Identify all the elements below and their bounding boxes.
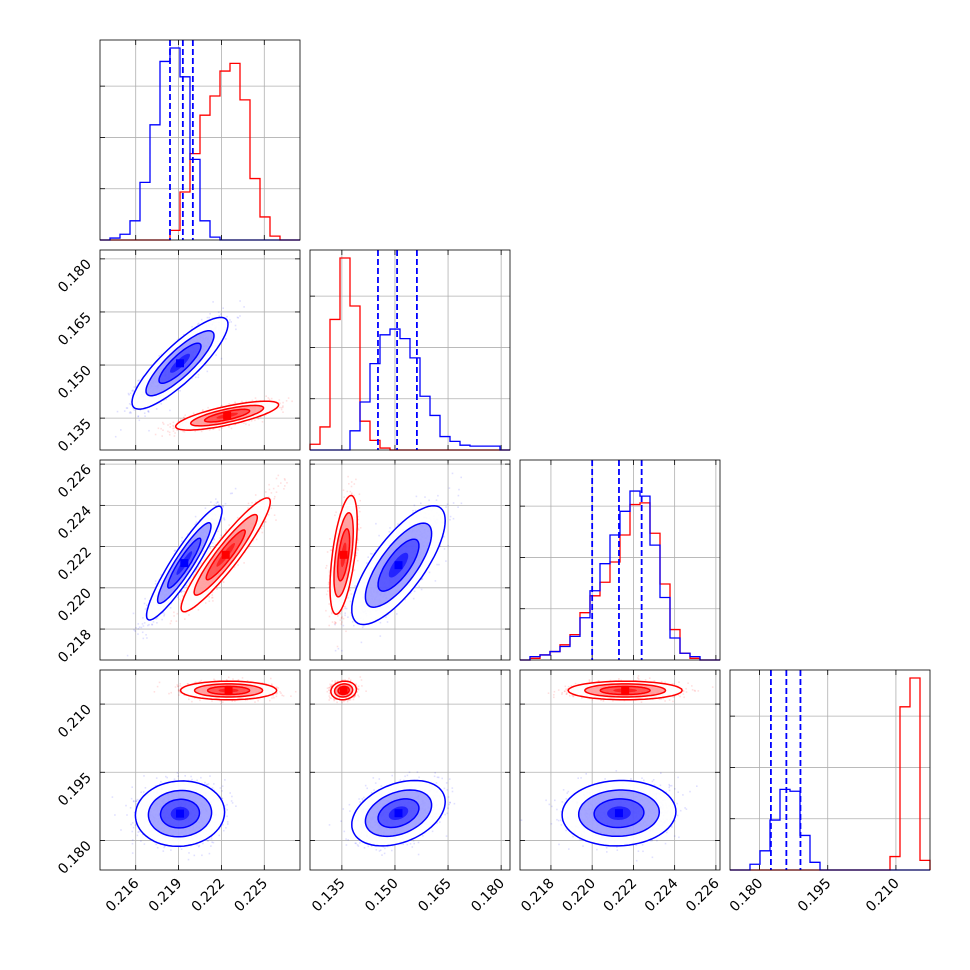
y-tick-label: 0.222: [55, 544, 95, 584]
x-tick-label: 0.222: [189, 876, 229, 916]
contour-b-0: [329, 494, 358, 615]
density-peak-b: [221, 550, 230, 559]
contour-a-2: [377, 538, 420, 592]
contour-a-1: [364, 789, 433, 838]
density-peak-a: [394, 809, 403, 818]
y-tick-label: 0.165: [55, 309, 95, 349]
histogram-panel-0: [99, 39, 301, 241]
contour-a-2: [159, 798, 201, 829]
x-tick-label: 0.150: [362, 876, 402, 916]
x-tick-label: 0.218: [518, 876, 558, 916]
contour-b-1: [333, 512, 355, 598]
contour-a-0: [561, 779, 677, 847]
contour-a-2: [158, 342, 202, 385]
panel-frame: [99, 669, 301, 871]
x-tick-label: 0.225: [231, 876, 271, 916]
contour-a-1: [364, 522, 433, 608]
panel-frame: [99, 459, 301, 661]
contour-b-1: [193, 683, 264, 698]
density-peak-a: [614, 809, 623, 818]
y-tick-label: 0.180: [55, 838, 95, 878]
histogram-panel-3: [729, 669, 931, 871]
x-tick-label: 0.195: [795, 876, 835, 916]
y-tick-label: 0.195: [55, 770, 95, 810]
y-tick-label: 0.150: [55, 363, 95, 403]
panel-frame: [309, 459, 511, 661]
contour-a-0: [131, 316, 229, 410]
scatter-panel-2-0: [99, 459, 301, 661]
x-tick-label: 0.226: [683, 875, 723, 915]
panel-frame: [309, 669, 511, 871]
contour-b-0: [330, 680, 358, 701]
contour-b-1: [189, 404, 265, 427]
contour-b-2: [203, 408, 251, 423]
y-tick-label: 0.218: [55, 627, 95, 667]
contour-a-1: [577, 789, 661, 838]
x-tick-label: 0.180: [468, 876, 508, 916]
contour-a-1: [156, 522, 212, 605]
x-tick-label: 0.135: [309, 876, 349, 916]
y-tick-label: 0.210: [55, 702, 95, 742]
density-peak-b: [223, 411, 232, 420]
contour-a-2: [593, 798, 645, 829]
contour-a-0: [134, 780, 226, 848]
panel-frame: [99, 39, 301, 241]
contour-b-2: [206, 685, 251, 696]
contour-a-1: [145, 330, 215, 397]
x-tick-label: 0.224: [642, 875, 682, 915]
density-peak-a: [176, 809, 184, 818]
contour-a-0: [351, 779, 446, 847]
panel-frame: [99, 249, 301, 451]
density-peak-a: [176, 359, 184, 368]
y-tick-label: 0.220: [55, 585, 95, 625]
density-peak-b: [339, 550, 348, 559]
x-tick-label: 0.220: [559, 876, 599, 916]
contour-a-0: [145, 505, 223, 621]
scatter-panel-1-0: [99, 249, 301, 451]
x-tick-label: 0.222: [601, 876, 641, 916]
contour-b-1: [584, 683, 667, 698]
panel-frame: [309, 249, 511, 451]
contour-b-0: [180, 497, 272, 613]
histogram-series-a: [520, 490, 720, 661]
contour-b-2: [205, 529, 246, 581]
density-peak-b: [339, 686, 348, 695]
density-peak-a: [394, 561, 403, 570]
panel-frame: [729, 669, 931, 871]
histogram-panel-1: [309, 249, 511, 451]
x-tick-label: 0.165: [415, 876, 455, 916]
panel-frame: [519, 459, 721, 661]
contour-b-1: [193, 513, 259, 596]
contour-b-0: [179, 680, 278, 701]
contour-b-2: [336, 528, 351, 582]
contour-b-0: [174, 400, 280, 431]
y-tick-label: 0.226: [55, 462, 95, 502]
contour-b-1: [333, 683, 354, 698]
contour-b-2: [599, 685, 651, 696]
x-tick-label: 0.216: [103, 875, 143, 915]
y-tick-label: 0.180: [55, 256, 95, 296]
x-tick-label: 0.210: [863, 876, 903, 916]
histogram-panel-2: [519, 459, 721, 661]
contour-a-0: [351, 505, 446, 626]
contour-a-2: [167, 537, 202, 589]
scatter-panel-3-0: [99, 669, 301, 871]
histogram-series-a: [310, 328, 510, 451]
y-tick-label: 0.135: [55, 416, 95, 456]
density-peak-b: [224, 686, 233, 695]
histogram-series-b: [730, 677, 931, 871]
x-tick-label: 0.219: [146, 876, 186, 916]
contour-b-0: [567, 680, 683, 701]
scatter-panel-2-1: [309, 459, 511, 661]
x-tick-label: 0.180: [727, 876, 767, 916]
scatter-panel-3-1: [309, 669, 511, 871]
contour-a-1: [147, 789, 213, 838]
density-peak-a: [180, 559, 189, 568]
scatter-panel-3-2: [519, 669, 721, 871]
y-tick-label: 0.224: [55, 503, 95, 543]
contour-a-2: [377, 798, 420, 829]
density-peak-b: [621, 686, 630, 695]
panel-frame: [519, 669, 721, 871]
